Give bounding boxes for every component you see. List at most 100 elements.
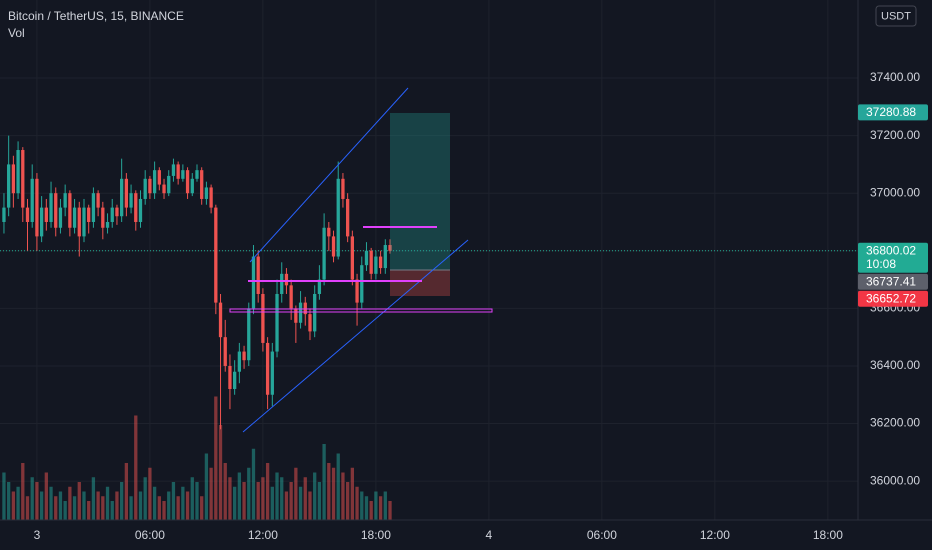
candle-body [331,236,336,257]
volume-bar [228,477,232,520]
candle-body [242,351,246,361]
candle-body [270,351,274,395]
candle-body [91,193,96,222]
volume-bar [336,453,340,520]
candle-body [120,178,124,217]
x-tick-label: 12:00 [248,528,278,542]
candle-body [265,342,270,395]
candle-body [68,193,72,228]
price-label: 36737.41 [866,274,916,288]
volume-bar [7,482,11,520]
candle-body [105,221,110,228]
volume-bar [87,501,91,520]
candle-body [355,279,359,303]
candle-body [313,293,317,332]
candle-body [190,178,194,194]
volume-bar [327,463,331,520]
candle-body [124,178,129,208]
volume-bar [195,482,199,520]
candle-body [247,308,251,361]
volume-bar [270,486,274,520]
volume-bar [82,491,86,520]
drawings [229,87,493,433]
candle-body [49,193,53,222]
volume-bar [360,491,364,520]
volume-bar [261,477,265,520]
volume-bar [68,486,72,520]
volume-bar [2,472,6,520]
candle-body [369,250,373,274]
volume-bar [237,472,242,520]
volume-bar [247,467,251,520]
candle-body [214,207,218,303]
candle-body [72,207,77,228]
volume-bar [303,477,307,520]
long-profit-zone [390,113,450,270]
volume-bar [110,501,114,520]
chart-title: Bitcoin / TetherUS, 15, BINANCE [8,9,184,23]
candle-body [341,178,345,199]
volume-bar [39,491,44,520]
candle-body [25,207,30,222]
x-tick-label: 18:00 [361,528,391,542]
price-label: 37280.88 [866,105,916,119]
volume-bar [124,463,129,520]
candle-body [2,207,6,222]
volume-bar [242,482,246,520]
volume-bar [388,501,392,520]
candle-body [388,245,392,251]
volume-bar [341,472,345,520]
volume-bar [190,477,194,520]
candle-body [16,150,20,194]
price-label-box [858,273,928,290]
volume-bar [251,448,256,520]
candle-body [115,207,119,217]
volume-bar [58,491,63,520]
volume-bar [21,463,25,520]
candle-body [360,265,364,303]
candle-body [256,256,260,294]
volume-bar [294,467,298,520]
volume-pane [2,396,392,520]
volume-bar [63,501,67,520]
x-tick-label: 06:00 [587,528,617,542]
candle-body [261,293,265,343]
y-tick-label: 36000.00 [870,473,920,487]
candle-body [378,256,383,269]
y-tick-label: 37400.00 [870,70,920,84]
candle-body [364,250,369,266]
candle-body [228,365,232,389]
volume-bar [214,396,218,520]
candle-body [204,187,209,199]
price-label-box [858,290,928,307]
candle-body [303,302,307,315]
volume-bar [134,415,138,520]
candle-body [134,193,138,222]
grid [0,0,858,520]
volume-bar [91,477,96,520]
candle-body [129,193,133,208]
currency-button[interactable] [875,5,917,27]
candle-body [30,178,34,222]
candle-body [383,245,387,269]
volume-bar [280,477,284,520]
candle-body [162,184,166,194]
currency-button-label[interactable]: USDT [881,10,911,22]
volume-bar [374,491,378,520]
y-tick-label: 36400.00 [870,358,920,372]
volume-bar [30,477,34,520]
volume-bar [308,491,312,520]
candle-body [11,164,16,194]
x-tick-label: 4 [486,528,493,542]
volume-bar [209,467,213,520]
volume-bar [265,463,270,520]
candle-body [350,236,355,280]
candle-body [275,293,279,352]
candle-body [317,279,322,294]
candle-body [138,198,143,222]
support-line [229,308,493,313]
x-tick-label: 18:00 [813,528,843,542]
candle-body [233,371,237,389]
volume-bar [223,463,227,520]
